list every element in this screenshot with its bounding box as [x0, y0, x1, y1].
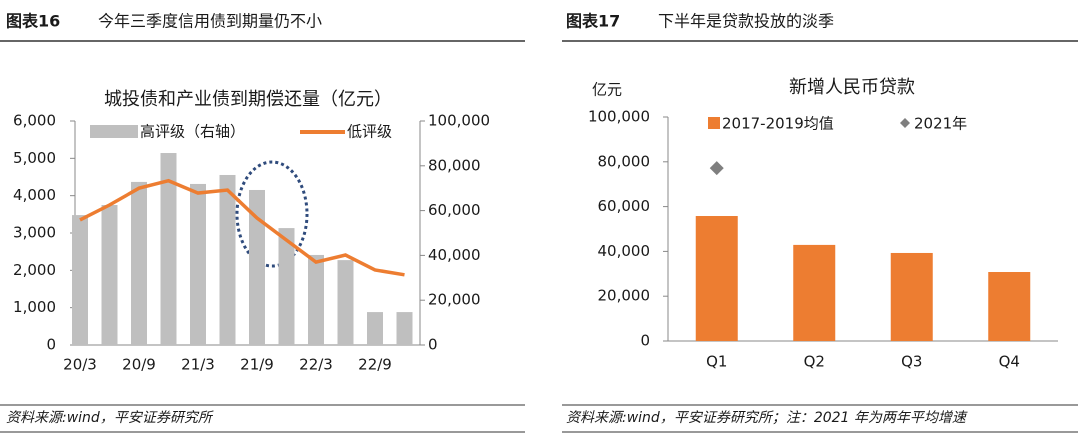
y-tick-label: 40,000	[428, 246, 481, 264]
bar	[308, 254, 324, 345]
y-tick-label: 2,000	[13, 261, 56, 279]
y-tick-label: 20,000	[598, 287, 651, 305]
x-tick-label: 21/9	[240, 356, 274, 374]
bar	[793, 244, 836, 341]
x-tick-label: Q3	[901, 353, 922, 371]
line	[79, 178, 405, 277]
source: 资料来源:wind，平安证券研究所	[6, 410, 214, 426]
bar	[219, 174, 236, 345]
y-tick-label: 3,000	[13, 224, 56, 242]
point	[709, 161, 724, 176]
legend-swatch	[90, 125, 138, 138]
bar	[988, 272, 1031, 341]
bar	[278, 228, 295, 345]
bar	[396, 312, 413, 345]
bar	[101, 205, 118, 345]
legend-label: 2017-2019均值	[722, 115, 834, 133]
y-tick-label: 100,000	[428, 112, 490, 130]
y-tick-label: 80,000	[428, 156, 481, 174]
bar	[131, 181, 147, 345]
source: 资料来源:wind，平安证券研究所；注：2021 年为两年平均增速	[566, 410, 968, 426]
y-tick-label: 1,000	[13, 298, 56, 316]
bar	[890, 252, 933, 341]
y-tick-label: 60,000	[428, 201, 481, 219]
bar	[160, 153, 177, 345]
legend-swatch	[900, 118, 910, 128]
bar	[367, 312, 383, 345]
highlight-ellipse	[235, 160, 309, 268]
x-tick-label: 21/3	[181, 356, 215, 374]
y-tick-label: 20,000	[428, 291, 481, 309]
legend-label: 低评级	[347, 123, 392, 141]
chart-title: 城投债和产业债到期偿还量（亿元）	[104, 89, 392, 110]
figure-label: 图表16	[6, 12, 60, 31]
x-tick-label: Q1	[706, 353, 727, 371]
y-tick-label: 5,000	[13, 149, 56, 167]
bar	[249, 189, 265, 345]
y-tick-label: 40,000	[598, 242, 651, 260]
bar	[695, 216, 738, 341]
bar	[337, 260, 354, 345]
y-tick-label: 60,000	[598, 197, 651, 215]
legend-label: 高评级（右轴）	[140, 123, 245, 141]
chart-title: 新增人民币贷款	[789, 77, 915, 98]
x-tick-label: 22/3	[299, 356, 333, 374]
bar	[190, 183, 206, 345]
y-tick-label: 0	[640, 332, 650, 350]
x-tick-label: 20/9	[122, 356, 156, 374]
x-tick-label: 22/9	[358, 356, 392, 374]
y-tick-label: 6,000	[13, 112, 56, 130]
caption: 今年三季度信用债到期量仍不小	[98, 12, 322, 31]
unit-label: 亿元	[592, 81, 622, 99]
x-tick-label: 20/3	[63, 356, 97, 374]
y-tick-label: 0	[428, 336, 438, 354]
legend-label: 2021年	[914, 115, 967, 133]
y-tick-label: 4,000	[13, 186, 56, 204]
y-tick-label: 0	[46, 336, 56, 354]
caption: 下半年是贷款投放的淡季	[658, 12, 834, 31]
legend-swatch	[708, 117, 720, 129]
y-tick-label: 80,000	[598, 152, 651, 170]
y-tick-label: 100,000	[588, 108, 650, 126]
x-tick-label: Q4	[999, 353, 1020, 371]
bar	[72, 215, 88, 345]
x-tick-label: Q2	[804, 353, 825, 371]
figure-label: 图表17	[566, 12, 620, 31]
